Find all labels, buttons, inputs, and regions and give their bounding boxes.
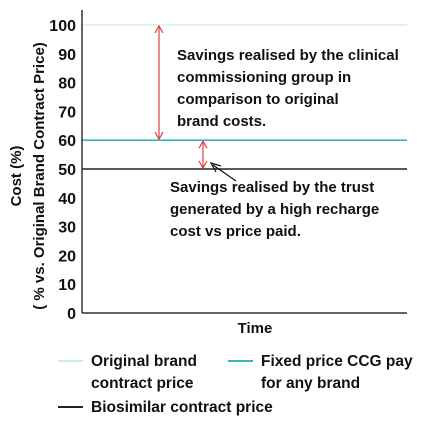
y-tick-label: 80 bbox=[58, 76, 76, 93]
annotation-arrow-head-top bbox=[198, 139, 208, 149]
legend-label-line: Fixed price CCG pay bbox=[261, 353, 413, 370]
x-axis-title: Time bbox=[238, 320, 273, 337]
y-axis-title-line1: Cost (%) bbox=[8, 146, 25, 207]
legend-label-line: for any brand bbox=[261, 375, 360, 392]
y-tick-label: 60 bbox=[58, 133, 76, 150]
annotation-pointer-head bbox=[209, 162, 222, 173]
y-tick-label: 40 bbox=[58, 191, 76, 208]
y-tick-label: 0 bbox=[67, 306, 76, 323]
annotation-text-line: Savings realised by the clinical bbox=[177, 47, 399, 64]
y-axis-title-line2: ( % vs. Original Brand Contract Price) bbox=[31, 42, 48, 310]
y-tick-label: 70 bbox=[58, 104, 76, 121]
y-tick-label: 10 bbox=[58, 277, 76, 294]
annotation-arrow-head-bottom bbox=[154, 131, 164, 141]
y-axis-title: Cost (%) ( % vs. Original Brand Contract… bbox=[8, 42, 48, 310]
annotation-text-line: generated by a high recharge bbox=[170, 201, 379, 218]
y-tick-label: 50 bbox=[58, 162, 76, 179]
legend-label-line: Biosimilar contract price bbox=[91, 399, 273, 416]
annotation-arrow-head-top bbox=[154, 24, 164, 34]
y-tick-label: 100 bbox=[49, 18, 76, 35]
annotation-text-line: commissioning group in bbox=[177, 69, 351, 86]
annotation-text-line: Savings realised by the trust bbox=[170, 179, 374, 196]
legend-label-line: contract price bbox=[91, 375, 194, 392]
annotation-arrow-head-bottom bbox=[198, 160, 208, 170]
annotation-text-line: brand costs. bbox=[177, 113, 266, 130]
y-tick-label: 30 bbox=[58, 220, 76, 237]
legend-label-line: Original brand bbox=[91, 353, 197, 370]
annotation-text-line: comparison to original bbox=[177, 91, 339, 108]
annotation-pointer bbox=[212, 164, 237, 182]
y-tick-label: 20 bbox=[58, 248, 76, 265]
annotation-text-line: cost vs price paid. bbox=[170, 223, 301, 240]
y-tick-label: 90 bbox=[58, 47, 76, 64]
